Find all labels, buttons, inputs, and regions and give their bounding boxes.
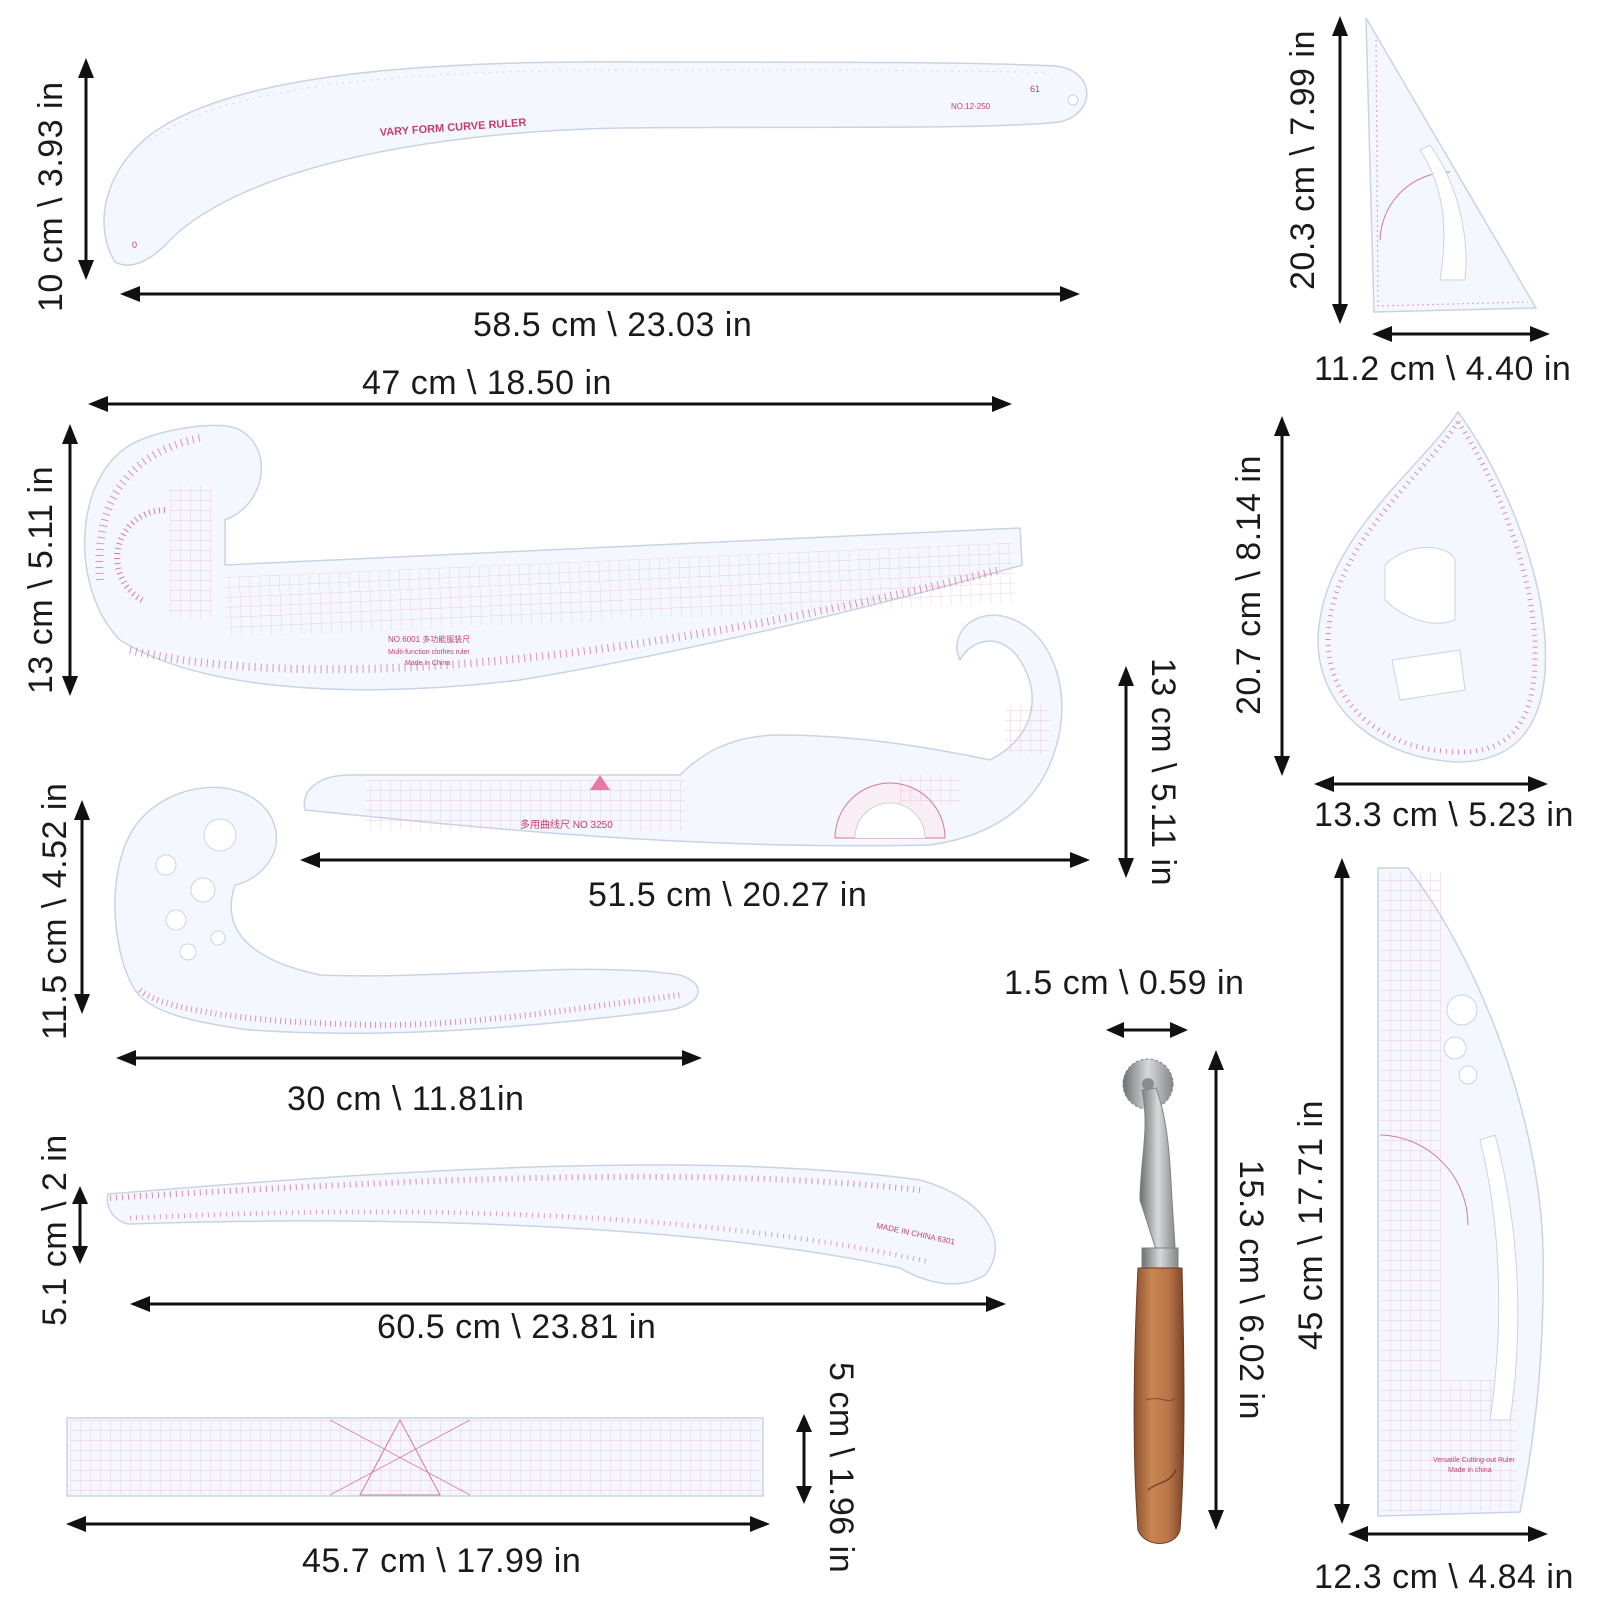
multi-function-model: NO.6001 多功能服装尺 xyxy=(388,634,470,644)
hanging-hole xyxy=(1067,94,1079,106)
straight-grid-ruler xyxy=(66,1417,764,1497)
versatile-height-dimension xyxy=(1334,858,1350,1524)
hook-curve-ruler: 多用曲线尺 NO 3250 xyxy=(303,614,1063,847)
french-curve-width-dimension xyxy=(116,1050,702,1066)
versatile-height-label: 45 cm \ 17.71 in xyxy=(1292,1100,1330,1350)
versatile-ruler-name: Versatile Cutting-out Ruler xyxy=(1433,1457,1515,1464)
multi-function-height-dimension xyxy=(62,424,78,696)
french-curve-height-label: 11.5 cm \ 4.52 in xyxy=(36,783,74,1040)
teardrop-height-label: 20.7 cm \ 8.14 in xyxy=(1230,455,1268,715)
versatile-ruler-made-in: Made in china xyxy=(1448,1467,1492,1474)
hook-curve-height-dimension xyxy=(1118,666,1134,878)
triangle-width-label: 11.2 cm \ 4.40 in xyxy=(1314,350,1571,388)
vary-form-model: NO.12-250 xyxy=(951,102,991,111)
teardrop-width-label: 13.3 cm \ 5.23 in xyxy=(1314,796,1574,834)
multi-function-ruler-width-dimension xyxy=(88,396,1012,412)
vary-form-height-label: 10 cm \ 3.93 in xyxy=(32,81,70,312)
tracing-wheel-length-dimension xyxy=(1208,1050,1224,1530)
hip-curve-ruler: MADE IN CHINA 6301 xyxy=(106,1164,996,1285)
vary-form-width-dimension xyxy=(120,286,1080,302)
hook-curve-width-dimension xyxy=(300,852,1090,868)
teardrop-width-dimension xyxy=(1314,776,1548,792)
versatile-width-dimension xyxy=(1348,1526,1548,1542)
wooden-handle xyxy=(1133,1267,1185,1544)
straight-ruler-width-dimension xyxy=(66,1516,770,1532)
multi-function-made-in: Made in China xyxy=(405,660,450,667)
vary-form-curve-ruler: VARY FORM CURVE RULER NO.12-250 61 0 xyxy=(103,61,1088,266)
ferrule xyxy=(1141,1247,1179,1271)
vary-form-width-label: 58.5 cm \ 23.03 in xyxy=(473,306,752,344)
triangle-height-label: 20.3 cm \ 7.99 in xyxy=(1284,30,1322,290)
multi-function-clothes-ruler: NO.6001 多功能服装尺 Multi-function clothes ru… xyxy=(83,424,1023,691)
triangle-ruler xyxy=(1365,17,1538,313)
hip-curve-height-dimension xyxy=(72,1186,88,1264)
versatile-width-label: 12.3 cm \ 4.84 in xyxy=(1314,1558,1574,1596)
hip-curve-height-label: 5.1 cm \ 2 in xyxy=(36,1134,74,1326)
multi-function-subtitle: Multi-function clothes ruler xyxy=(388,649,470,656)
tracing-wheel-blade-dimension xyxy=(1106,1022,1188,1038)
hook-curve-width-label: 51.5 cm \ 20.27 in xyxy=(588,876,867,914)
hook-curve-height-label: 13 cm \ 5.11 in xyxy=(1144,658,1182,886)
triangle-width-dimension xyxy=(1372,326,1550,342)
french-curve-height-dimension xyxy=(74,800,90,1014)
straight-ruler-height-dimension xyxy=(796,1414,812,1504)
teardrop-height-dimension xyxy=(1274,416,1290,776)
multi-function-height-label: 13 cm \ 5.11 in xyxy=(22,466,60,694)
hook-curve-model: 多用曲线尺 NO 3250 xyxy=(520,818,613,831)
hip-curve-width-label: 60.5 cm \ 23.81 in xyxy=(377,1308,656,1346)
triangle-height-dimension xyxy=(1332,16,1348,324)
vary-form-end-number: 61 xyxy=(1030,84,1040,94)
french-curve-width-label: 30 cm \ 11.81in xyxy=(287,1080,524,1118)
tracing-wheel xyxy=(1122,1058,1185,1544)
teardrop-ruler xyxy=(1317,410,1547,763)
french-curve-ruler xyxy=(114,786,699,1034)
vary-form-height-dimension xyxy=(78,58,94,280)
tracing-wheel-length-label: 15.3 cm \ 6.02 in xyxy=(1232,1160,1270,1420)
metal-shank xyxy=(1139,1087,1177,1263)
versatile-cutting-out-ruler: Versatile Cutting-out Ruler Made in chin… xyxy=(1377,867,1544,1517)
multi-function-width-label: 47 cm \ 18.50 in xyxy=(362,364,612,402)
straight-ruler-width-label: 45.7 cm \ 17.99 in xyxy=(302,1542,581,1580)
tracing-wheel-blade-label: 1.5 cm \ 0.59 in xyxy=(1004,964,1244,1002)
vary-form-start-number: 0 xyxy=(132,240,137,250)
hip-curve-width-dimension xyxy=(130,1296,1006,1312)
straight-ruler-height-label: 5 cm \ 1.96 in xyxy=(822,1362,860,1573)
